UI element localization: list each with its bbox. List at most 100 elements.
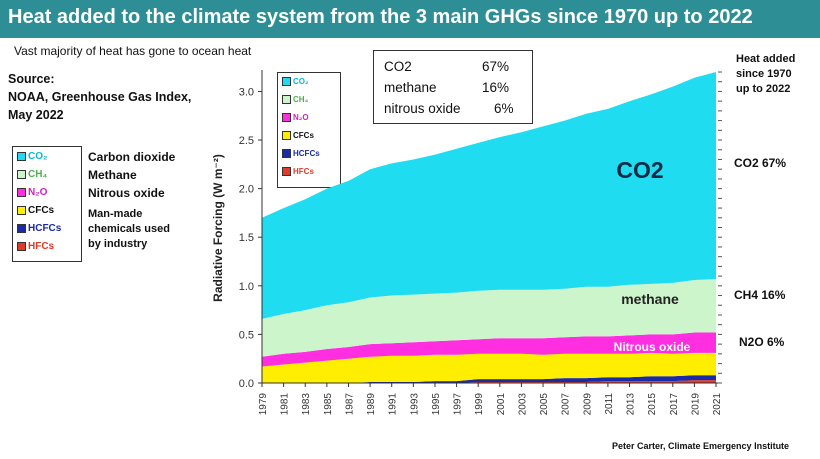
source-line: May 2022 <box>8 108 64 122</box>
x-tick-label: 1979 <box>258 393 269 416</box>
legend-label: CO₂ <box>28 151 48 162</box>
legend-item: N₂O <box>282 113 309 122</box>
y-tick-label: 1.5 <box>239 232 254 244</box>
x-tick-label: 1987 <box>344 393 355 416</box>
percent-name: nitrous oxide <box>384 101 461 116</box>
area-ch4 <box>262 279 716 357</box>
x-tick-label: 2015 <box>647 393 658 416</box>
legend-label: HCFCs <box>293 149 320 158</box>
area-n2o <box>262 332 716 367</box>
percent-value: 16% <box>482 80 510 95</box>
percent-value: 6% <box>494 101 514 116</box>
legend-swatch-co2 <box>282 77 291 86</box>
source-line: NOAA, Greenhouse Gas Index, <box>8 90 192 104</box>
legend-label: CH₄ <box>293 95 309 104</box>
x-tick-label: 2007 <box>561 393 572 416</box>
legend-swatch-co2 <box>17 152 26 161</box>
x-tick-label: 1999 <box>474 393 485 416</box>
x-tick-label: 1983 <box>301 393 312 416</box>
area-layers <box>262 72 716 383</box>
heat-added-line: up to 2022 <box>736 83 791 95</box>
legend-label: CO₂ <box>293 77 309 86</box>
legend-swatch-hcfcs <box>282 149 291 158</box>
legend-item: HCFCs <box>282 149 320 158</box>
heat-added-line: Heat added <box>736 53 796 65</box>
x-tick-label: 2019 <box>690 393 701 416</box>
annotation-nitrous-oxide: Nitrous oxide <box>614 340 691 354</box>
x-tick-label: 2013 <box>626 393 637 416</box>
y-tick-label: 0.5 <box>239 329 254 341</box>
heat-added-line: since 1970 <box>736 68 792 80</box>
legend-description: Nitrous oxide <box>88 186 165 200</box>
area-co2 <box>262 72 716 319</box>
legend-item: HFCs <box>17 241 54 252</box>
y-tick-label: 0.0 <box>239 378 254 390</box>
legend-label: HFCs <box>293 167 314 176</box>
chart-legend: CO₂ CH₄ N₂O CFCs HCFCs HFCs <box>277 72 341 188</box>
legend-label: HCFCs <box>28 223 62 234</box>
source-note: Source: NOAA, Greenhouse Gas Index, May … <box>8 70 191 124</box>
percent-value: 67% <box>482 59 510 74</box>
legend-swatch-hcfcs <box>17 224 26 233</box>
legend-description: Carbon dioxide <box>88 150 176 164</box>
legend-description: Man-made <box>88 208 143 220</box>
y-tick-label: 1.0 <box>239 281 254 293</box>
legend-label: N₂O <box>293 113 309 122</box>
n2o-share-note: N2O 6% <box>739 335 785 349</box>
legend-swatch-ch4 <box>17 170 26 179</box>
x-tick-label: 1997 <box>453 393 464 416</box>
annotations: CO2 methane Nitrous oxide <box>614 157 691 354</box>
legend-label: HFCs <box>28 241 55 252</box>
legend-swatch-n2o <box>17 188 26 197</box>
x-tick-label: 2003 <box>517 393 528 416</box>
legend-item: CFCs <box>282 131 314 140</box>
y-tick-label: 2.0 <box>239 184 254 196</box>
legend-swatch-n2o <box>282 113 291 122</box>
legend-swatch-ch4 <box>282 95 291 104</box>
x-tick-label: 1995 <box>431 393 442 416</box>
annotation-co2: CO2 <box>616 157 663 183</box>
legend-description: chemicals used <box>88 223 170 235</box>
legend-item: CH₄ <box>282 95 308 104</box>
credit: Peter Carter, Climate Emergency Institut… <box>612 441 790 451</box>
legend-item: CH₄ <box>17 169 47 180</box>
legend-label: CFCs <box>293 131 314 140</box>
percent-row: CO2 67% <box>384 59 509 74</box>
left-legend: CO₂ CH₄ N₂O CFCs HCFCs HFCs <box>12 146 82 262</box>
legend-item: CFCs <box>17 205 54 216</box>
area-hfcs <box>262 380 716 383</box>
x-tick-label: 2001 <box>496 393 507 416</box>
percent-name: CO2 <box>384 59 412 74</box>
x-tick-label: 1991 <box>388 393 399 416</box>
legend-item: HFCs <box>282 167 314 176</box>
co2-share-note: CO2 67% <box>734 156 787 170</box>
y-tick-label: 2.5 <box>239 135 254 147</box>
percent-name: methane <box>384 80 437 95</box>
x-tick-label: 1989 <box>366 393 377 416</box>
source-line: Source: <box>8 72 55 86</box>
percent-row: methane 16% <box>384 80 509 95</box>
area-cfcs <box>262 352 716 383</box>
legend-label: CFCs <box>28 205 55 216</box>
x-tick-label: 2009 <box>582 393 593 416</box>
x-tick-label: 2011 <box>604 393 615 415</box>
percent-box: CO2 67% methane 16% nitrous oxide 6% <box>373 50 533 124</box>
y-tick-label: 3.0 <box>239 86 254 98</box>
legend-swatch-cfcs <box>17 206 26 215</box>
x-tick-label: 1993 <box>409 393 420 416</box>
x-tick-label: 2017 <box>669 393 680 416</box>
title-banner: Heat added to the climate system from th… <box>0 0 820 38</box>
legend-label: N₂O <box>28 187 48 198</box>
legend-swatch-hfcs <box>282 167 291 176</box>
ch4-share-note: CH4 16% <box>734 288 786 302</box>
axes: 0.0 0.5 1.0 1.5 2.0 2.5 3.0 1979 1981 1983 1985 198… <box>211 70 723 415</box>
x-tick-label: 2005 <box>539 393 550 416</box>
chart-title: Heat added to the climate system from th… <box>8 6 753 28</box>
heat-added-note: Heat added since 1970 up to 2022 <box>736 52 795 97</box>
legend-item: HCFCs <box>17 223 61 234</box>
legend-swatch-cfcs <box>282 131 291 140</box>
subtitle: Vast majority of heat has gone to ocean … <box>14 44 252 58</box>
x-tick-label: 1985 <box>323 393 334 416</box>
y-axis-label: Radiative Forcing (W m⁻²) <box>211 154 225 302</box>
